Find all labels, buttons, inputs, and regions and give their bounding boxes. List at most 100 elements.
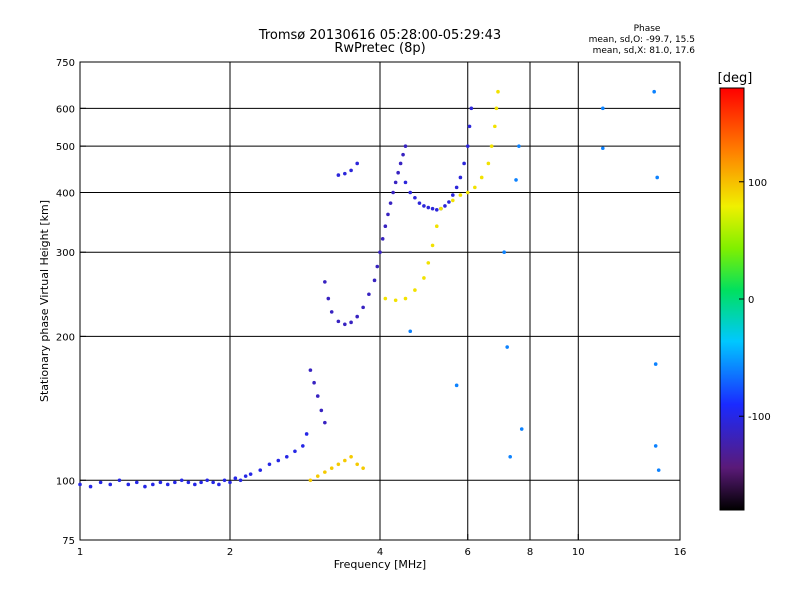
- data-point: [361, 466, 365, 470]
- data-point: [655, 175, 659, 180]
- data-point: [454, 383, 459, 388]
- data-point: [451, 198, 455, 203]
- data-point: [434, 208, 439, 212]
- data-point: [479, 175, 484, 180]
- data-point: [486, 161, 491, 166]
- data-point: [233, 476, 238, 481]
- data-point: [496, 89, 500, 94]
- data-point: [388, 201, 393, 205]
- data-point: [343, 458, 347, 463]
- data-point: [304, 432, 309, 436]
- data-point: [336, 319, 341, 324]
- stats-heading: Phase: [634, 24, 661, 34]
- data-point: [248, 472, 253, 476]
- data-point: [601, 146, 605, 151]
- colorbar-tick-label: -100: [748, 412, 771, 423]
- data-point: [243, 474, 248, 478]
- data-point: [391, 190, 395, 195]
- data-point: [656, 468, 661, 472]
- stats-x-line: mean, sd,X: 81.0, 17.6: [593, 46, 696, 56]
- data-point: [349, 320, 353, 325]
- y-tick-label: 400: [56, 188, 75, 199]
- data-point: [361, 305, 365, 310]
- data-point: [179, 478, 184, 483]
- x-axis: 1 2 4 6 8 10 16: [77, 534, 687, 558]
- data-point: [78, 482, 82, 487]
- data-point: [205, 478, 209, 483]
- colorbar-tick-label: 0: [748, 295, 754, 306]
- data-point: [228, 480, 232, 485]
- data-points: [78, 89, 661, 489]
- data-point: [258, 468, 263, 472]
- data-point: [489, 144, 494, 148]
- y-tick-label: 500: [56, 142, 75, 153]
- data-point: [336, 173, 341, 177]
- data-point: [398, 161, 403, 166]
- data-point: [349, 454, 353, 459]
- data-point: [355, 314, 359, 319]
- stats-o-line: mean, sd,O: -99.7, 15.5: [589, 35, 695, 45]
- data-point: [403, 296, 408, 301]
- data-point: [430, 206, 435, 211]
- y-axis-label: Stationary phase Virtual Height [km]: [38, 200, 51, 402]
- data-point: [315, 394, 320, 398]
- grid-lines: [80, 62, 680, 540]
- data-point: [165, 482, 170, 487]
- data-point: [413, 288, 417, 292]
- data-point: [383, 224, 388, 229]
- data-point: [653, 444, 658, 448]
- chart-subtitle: RwPretec (8p): [334, 41, 425, 56]
- data-point: [469, 106, 474, 111]
- y-tick-label: 75: [62, 536, 75, 547]
- data-point: [494, 106, 499, 111]
- data-point: [343, 171, 347, 176]
- data-point: [465, 190, 470, 195]
- data-point: [422, 204, 426, 208]
- data-point: [426, 205, 431, 210]
- data-point: [417, 201, 422, 205]
- x-tick-label: 2: [227, 547, 233, 558]
- data-point: [465, 144, 470, 148]
- data-point: [383, 296, 388, 301]
- data-point: [173, 480, 177, 485]
- data-point: [462, 161, 466, 166]
- y-tick-label: 600: [56, 104, 75, 115]
- data-point: [199, 480, 203, 485]
- data-point: [126, 482, 131, 487]
- data-point: [403, 144, 408, 148]
- data-point: [323, 420, 327, 425]
- y-axis: 75 100 200 300 400 500 600 750: [56, 58, 86, 547]
- data-point: [329, 310, 334, 314]
- data-point: [502, 250, 506, 255]
- data-point: [323, 280, 327, 284]
- data-point: [134, 480, 139, 485]
- data-point: [386, 212, 390, 217]
- data-point: [505, 345, 509, 349]
- x-tick-label: 4: [377, 547, 383, 558]
- data-point: [403, 180, 408, 185]
- colorbar-ticks: 100 0 -100: [739, 178, 771, 423]
- data-point: [458, 193, 463, 197]
- data-point: [336, 462, 341, 467]
- data-point: [408, 190, 413, 195]
- data-point: [396, 170, 400, 175]
- data-point: [517, 144, 521, 148]
- x-tick-label: 10: [572, 547, 585, 558]
- data-point: [443, 204, 447, 208]
- data-point: [301, 444, 305, 448]
- data-point: [508, 454, 512, 459]
- data-point: [319, 408, 324, 413]
- data-point: [117, 478, 122, 483]
- data-point: [276, 458, 281, 463]
- y-tick-label: 200: [56, 332, 75, 343]
- chart-title: Tromsø 20130616 05:28:00-05:29:43: [258, 28, 501, 43]
- data-point: [308, 478, 313, 483]
- x-tick-label: 16: [674, 547, 687, 558]
- data-point: [653, 362, 658, 366]
- data-point: [222, 478, 227, 483]
- data-point: [367, 292, 371, 297]
- data-point: [493, 124, 497, 129]
- data-point: [211, 480, 215, 485]
- data-point: [108, 482, 113, 487]
